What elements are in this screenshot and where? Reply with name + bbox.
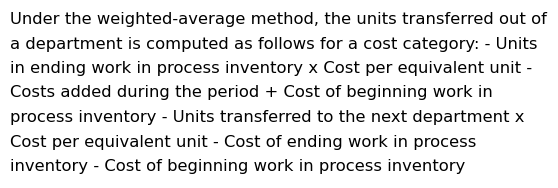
Text: inventory - Cost of beginning work in process inventory: inventory - Cost of beginning work in pr… [10, 159, 465, 174]
Text: a department is computed as follows for a cost category: - Units: a department is computed as follows for … [10, 36, 537, 52]
Text: Under the weighted-average method, the units transferred out of: Under the weighted-average method, the u… [10, 12, 547, 27]
Text: in ending work in process inventory x Cost per equivalent unit -: in ending work in process inventory x Co… [10, 61, 532, 76]
Text: process inventory - Units transferred to the next department x: process inventory - Units transferred to… [10, 110, 525, 125]
Text: Cost per equivalent unit - Cost of ending work in process: Cost per equivalent unit - Cost of endin… [10, 134, 477, 149]
Text: Costs added during the period + Cost of beginning work in: Costs added during the period + Cost of … [10, 86, 493, 101]
